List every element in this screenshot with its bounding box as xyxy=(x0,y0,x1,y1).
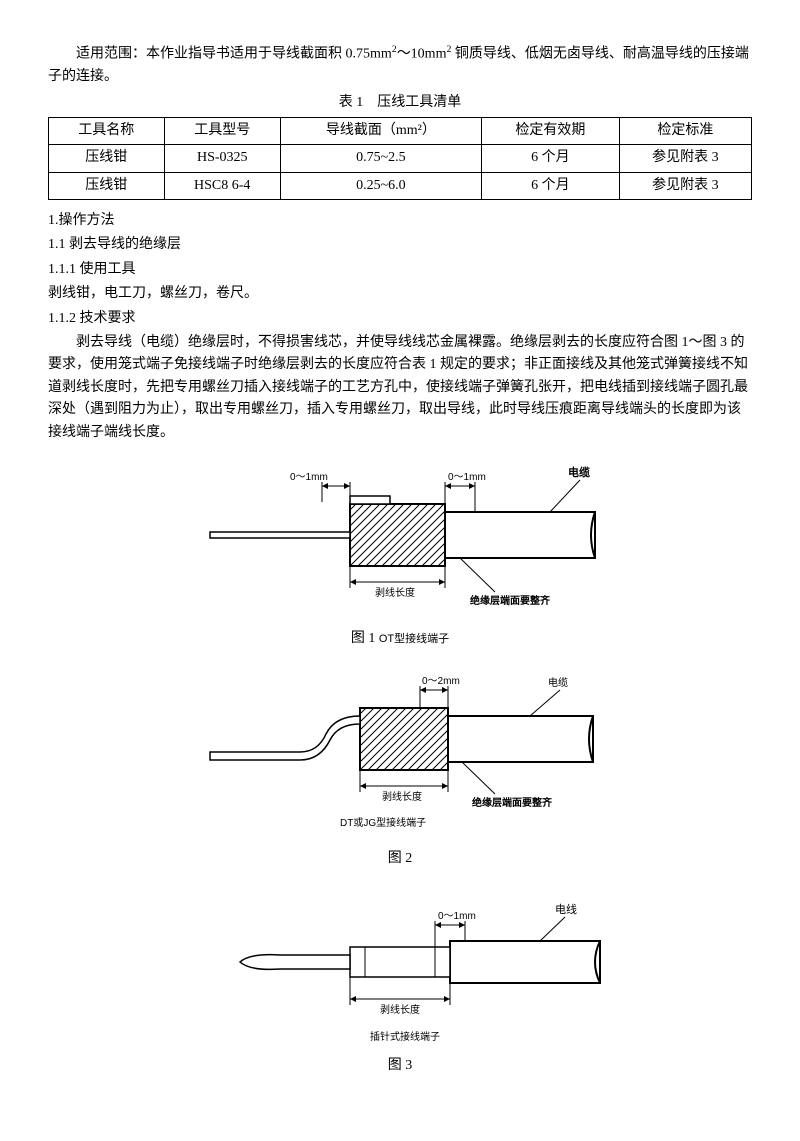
td: 压线钳 xyxy=(49,145,165,172)
fig2-cable-label: 电缆 xyxy=(548,676,568,689)
table-row: 压线钳 HS-0325 0.75~2.5 6 个月 参见附表 3 xyxy=(49,145,752,172)
scope-paragraph: 适用范围：本作业指导书适用于导线截面积 0.75mm2～10mm2 铜质导线、低… xyxy=(48,42,752,88)
figure-2-caption: 图 2 xyxy=(48,848,752,870)
fig1-cable-label: 电缆 xyxy=(568,465,590,479)
td: 0.75~2.5 xyxy=(280,145,481,172)
heading-1: 1.操作方法 xyxy=(48,210,752,232)
fig3-sub-caption: 插针式接线端子 xyxy=(370,1030,440,1043)
table-row: 压线钳 HSC8 6-4 0.25~6.0 6 个月 参见附表 3 xyxy=(49,172,752,199)
scope-text-2: ～10mm xyxy=(397,47,447,62)
heading-1-1-2: 1.1.2 技术要求 xyxy=(48,308,752,330)
figure-2: 0～2mm 电缆 剥线长度 绝缘层端面要整齐 DT或JG型接线端子 xyxy=(48,668,752,838)
figure-3-caption: 图 3 xyxy=(48,1055,752,1077)
figure-2-svg: 0～2mm 电缆 剥线长度 绝缘层端面要整齐 DT或JG型接线端子 xyxy=(190,668,610,838)
td: 6 个月 xyxy=(481,145,619,172)
td: 参见附表 3 xyxy=(619,145,751,172)
fig2-dim: 0～2mm xyxy=(422,676,460,687)
td: HSC8 6-4 xyxy=(164,172,280,199)
th-section: 导线截面（mm²） xyxy=(280,117,481,144)
heading-1-1-1: 1.1.1 使用工具 xyxy=(48,259,752,281)
th-valid: 检定有效期 xyxy=(481,117,619,144)
figure-1-svg: 0～1mm 0～1mm 电缆 剥线长度 绝缘层端面要整齐 xyxy=(190,462,610,632)
fig2-edge-label: 绝缘层端面要整齐 xyxy=(472,796,553,809)
fig3-strip-label: 剥线长度 xyxy=(380,1003,420,1016)
scope-text-1: 适用范围：本作业指导书适用于导线截面积 0.75mm xyxy=(76,47,392,62)
fig1-cap-sub: OT型接线端子 xyxy=(379,633,449,645)
tool-table: 工具名称 工具型号 导线截面（mm²） 检定有效期 检定标准 压线钳 HS-03… xyxy=(48,117,752,200)
td: 压线钳 xyxy=(49,172,165,199)
body-1-1-2: 剥去导线（电缆）绝缘层时，不得损害线芯，并使导线线芯金属裸露。绝缘层剥去的长度应… xyxy=(48,332,752,444)
figure-1-caption: 图 1 OT型接线端子 xyxy=(48,628,752,650)
th-std: 检定标准 xyxy=(619,117,751,144)
fig1-strip-label: 剥线长度 xyxy=(375,586,415,599)
td: 参见附表 3 xyxy=(619,172,751,199)
fig1-edge-label: 绝缘层端面要整齐 xyxy=(470,594,551,607)
table-header-row: 工具名称 工具型号 导线截面（mm²） 检定有效期 检定标准 xyxy=(49,117,752,144)
fig2-strip-label: 剥线长度 xyxy=(382,790,422,803)
fig3-dim: 0～1mm xyxy=(438,911,476,922)
td: 0.25~6.0 xyxy=(280,172,481,199)
heading-1-1: 1.1 剥去导线的绝缘层 xyxy=(48,234,752,256)
figure-3-svg: 0～1mm 电线 剥线长度 插针式接线端子 xyxy=(180,895,620,1045)
body-1-1-1: 剥线钳，电工刀，螺丝刀，卷尺。 xyxy=(48,283,752,305)
td: HS-0325 xyxy=(164,145,280,172)
fig1-dim-right: 0～1mm xyxy=(448,472,486,483)
td: 6 个月 xyxy=(481,172,619,199)
fig1-cap-prefix: 图 1 xyxy=(351,631,376,646)
fig3-cable-label: 电线 xyxy=(555,902,577,916)
th-name: 工具名称 xyxy=(49,117,165,144)
table1-caption: 表 1 压线工具清单 xyxy=(48,92,752,114)
th-model: 工具型号 xyxy=(164,117,280,144)
fig2-sub-caption: DT或JG型接线端子 xyxy=(340,816,426,829)
figure-1: 0～1mm 0～1mm 电缆 剥线长度 绝缘层端面要整齐 图 1 OT型接线端子 xyxy=(48,462,752,650)
figure-3: 0～1mm 电线 剥线长度 插针式接线端子 xyxy=(48,895,752,1045)
fig1-dim-left: 0～1mm xyxy=(290,472,328,483)
